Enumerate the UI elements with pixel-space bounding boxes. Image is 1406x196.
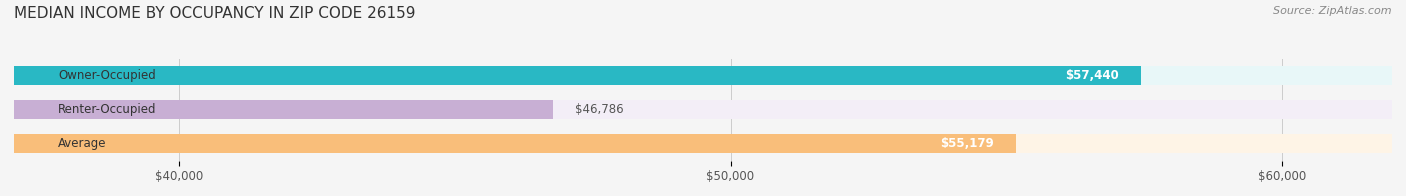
Bar	[14, 134, 1017, 153]
Text: Source: ZipAtlas.com: Source: ZipAtlas.com	[1274, 6, 1392, 16]
Text: MEDIAN INCOME BY OCCUPANCY IN ZIP CODE 26159: MEDIAN INCOME BY OCCUPANCY IN ZIP CODE 2…	[14, 6, 416, 21]
Text: Renter-Occupied: Renter-Occupied	[58, 103, 156, 116]
Text: $55,179: $55,179	[941, 137, 994, 150]
Text: Owner-Occupied: Owner-Occupied	[58, 69, 156, 82]
Bar	[14, 100, 1392, 119]
Bar	[14, 66, 1140, 85]
Text: $46,786: $46,786	[575, 103, 624, 116]
Bar	[14, 66, 1392, 85]
Text: Average: Average	[58, 137, 107, 150]
Bar	[14, 134, 1392, 153]
Text: $57,440: $57,440	[1064, 69, 1119, 82]
Bar	[14, 100, 554, 119]
